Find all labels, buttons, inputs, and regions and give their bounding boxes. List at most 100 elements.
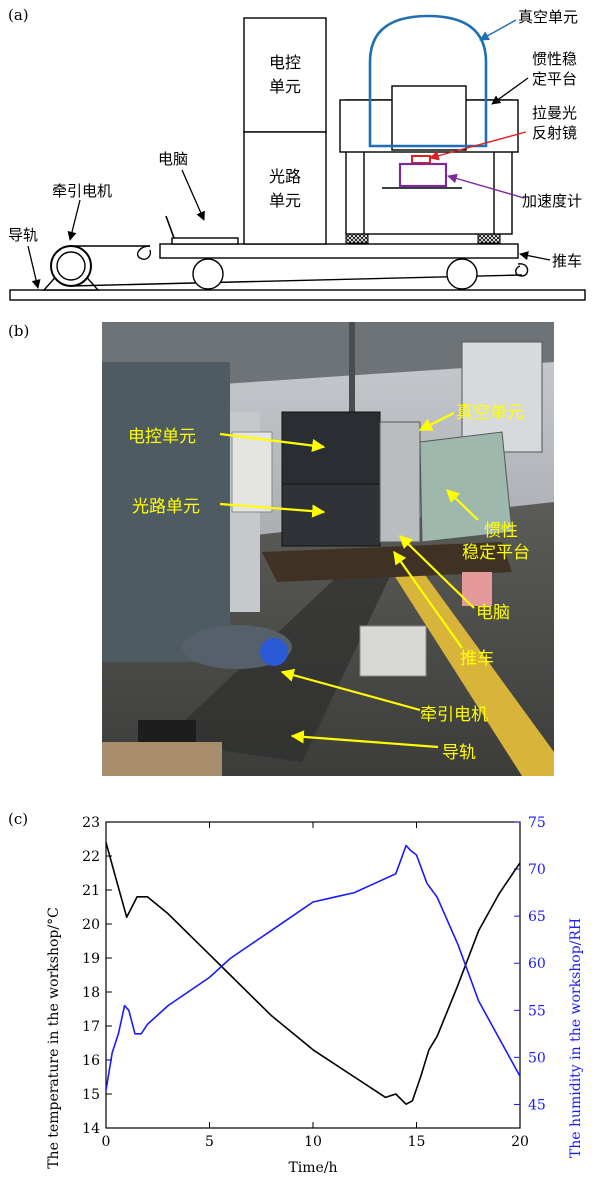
label-vacuum-unit: 真空单元 xyxy=(518,8,578,26)
rail-base xyxy=(9,289,586,301)
hook-left xyxy=(136,245,152,260)
label-electronic-control-1: 电控 xyxy=(269,53,301,72)
photo-label-optical: 光路单元 xyxy=(132,497,200,517)
label-computer: 电脑 xyxy=(158,150,188,168)
arrow-platform xyxy=(491,77,529,105)
cart-wheel-left xyxy=(192,258,224,290)
x-tick-label: 10 xyxy=(304,1134,322,1150)
y-tick-label: 18 xyxy=(82,985,100,1001)
x-tick-label: 20 xyxy=(511,1134,529,1150)
photo-arrow-optical xyxy=(219,502,326,518)
y-tick-label: 19 xyxy=(82,951,100,967)
electronics-rack-bottom xyxy=(281,483,381,547)
motor-pulley-inner xyxy=(56,251,86,281)
y2-tick-label: 50 xyxy=(528,1050,546,1066)
y-tick-label: 17 xyxy=(82,1019,100,1035)
photo-arrow-electronic xyxy=(219,432,326,453)
y2-tick-label: 55 xyxy=(528,1003,546,1019)
photo-arrow-rail xyxy=(290,730,439,749)
y2-tick-label: 45 xyxy=(528,1097,546,1113)
y-tick-label: 14 xyxy=(82,1121,100,1137)
electronics-rack-top xyxy=(281,411,381,485)
y-tick-label: 15 xyxy=(82,1087,100,1103)
y-tick-label: 22 xyxy=(82,849,100,865)
label-traction-motor: 牵引电机 xyxy=(52,182,112,200)
label-optical-2: 单元 xyxy=(269,191,301,210)
y2-tick-label: 70 xyxy=(528,862,546,878)
y-tick-label: 21 xyxy=(82,883,100,899)
photo-arrow-cart xyxy=(393,550,463,649)
cart-deck xyxy=(159,243,519,259)
photo-label-rail: 导轨 xyxy=(442,743,476,763)
optical-box xyxy=(243,131,327,245)
temperature-humidity-chart: 0 5 10 15 20 14 15 16 17 18 19 20 21 22 23 45 50 55 60 65 70… xyxy=(46,815,584,1176)
arrow-accelerometer xyxy=(447,173,525,199)
photo-label-electronic: 电控单元 xyxy=(128,427,196,447)
y2-tick-label: 65 xyxy=(528,909,546,925)
panel-b-label: (b) xyxy=(8,322,30,340)
rail-track xyxy=(162,572,392,762)
photo-label-vacuum: 真空单元 xyxy=(456,403,524,423)
y-tick-label: 16 xyxy=(82,1053,100,1069)
damper-right xyxy=(477,233,501,244)
label-inertial-platform-1: 惯性稳 xyxy=(532,50,577,68)
accelerometer xyxy=(398,162,448,188)
y2-tick-label: 60 xyxy=(528,956,546,972)
label-optical-1: 光路 xyxy=(269,167,301,186)
arrow-mirror xyxy=(429,131,527,161)
label-electronic-control-2: 单元 xyxy=(269,77,301,96)
photo-label-platform-2: 稳定平台 xyxy=(462,543,530,563)
laptop-screen xyxy=(165,215,175,239)
humidity-series-line xyxy=(105,844,521,1091)
chart-y2label: The humidity in the workshop/RH xyxy=(568,918,584,1158)
photo-arrow-vacuum xyxy=(418,412,455,431)
label-inertial-platform-2: 定平台 xyxy=(532,70,577,88)
electronic-control-box xyxy=(243,17,327,133)
cart-body-photo xyxy=(262,542,512,582)
chart-xlabel: Time/h xyxy=(288,1160,337,1176)
photo-arrow-platform xyxy=(446,489,479,521)
temperature-series-line xyxy=(105,842,521,1105)
yellow-floor-line xyxy=(392,568,554,776)
laptop-base xyxy=(171,237,239,245)
panel-c-label: (c) xyxy=(8,810,29,828)
vacuum-unit-outline xyxy=(368,14,488,148)
photo-label-cart: 推车 xyxy=(460,649,494,669)
workshop-photo: 电控单元 光路单元 真空单元 惯性 稳定平台 电脑 推车 牵引电机 导轨 xyxy=(102,322,554,776)
cart-wheel-right xyxy=(446,258,478,290)
damper-left xyxy=(345,233,369,244)
equipment-stack xyxy=(379,421,421,543)
photo-label-motor: 牵引电机 xyxy=(420,705,488,725)
y-tick-label: 20 xyxy=(82,917,100,933)
arrow-motor xyxy=(67,199,81,241)
motor-blue-cap xyxy=(260,638,288,666)
concrete-block xyxy=(359,625,427,677)
label-accelerometer: 加速度计 xyxy=(522,192,582,210)
wooden-base xyxy=(102,742,222,776)
label-raman-mirror-2: 反射镜 xyxy=(532,124,577,142)
arrow-vacuum xyxy=(479,19,517,41)
x-tick-label: 5 xyxy=(205,1134,214,1150)
arrow-rail xyxy=(27,245,41,289)
plot-frame xyxy=(105,821,521,1129)
chart-ylabel: The temperature in the workshop/°C xyxy=(46,907,62,1169)
y2-tick-label: 75 xyxy=(528,815,546,831)
setup-schematic: 真空单元 惯性稳 定平台 拉曼光 反射镜 加速度计 电控 单元 光路 单元 电脑… xyxy=(8,8,586,301)
x-tick-label: 0 xyxy=(102,1134,111,1150)
raman-mirror xyxy=(411,155,431,164)
label-raman-mirror-1: 拉曼光 xyxy=(532,104,577,122)
cabinet-left xyxy=(102,362,230,662)
photo-arrow-motor xyxy=(280,668,421,712)
panel-a-label: (a) xyxy=(8,6,29,24)
photo-arrow-computer xyxy=(399,535,475,609)
label-guide-rail: 导轨 xyxy=(8,226,38,244)
arrow-cart xyxy=(519,251,551,261)
y-tick-label: 23 xyxy=(82,815,100,831)
photo-label-computer: 电脑 xyxy=(476,603,510,623)
hook-right xyxy=(515,263,529,277)
switch-panel xyxy=(231,431,273,513)
x-tick-label: 15 xyxy=(408,1134,426,1150)
arrow-computer xyxy=(181,169,205,221)
photo-label-platform-1: 惯性 xyxy=(484,521,518,541)
inertial-platform-photo xyxy=(419,431,513,543)
